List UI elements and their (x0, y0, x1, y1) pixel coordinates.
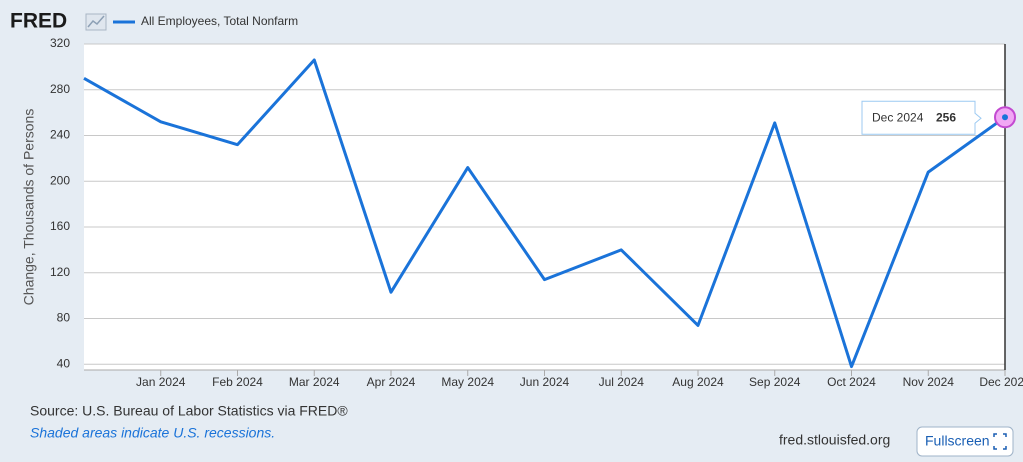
x-tick-label: Nov 2024 (903, 375, 955, 389)
source: Source: U.S. Bureau of Labor Statistics … (30, 403, 348, 419)
note: Shaded areas indicate U.S. recessions. (30, 425, 275, 441)
x-tick-label: Oct 2024 (827, 375, 876, 389)
line (83, 58, 1006, 369)
y-tick-label: 160 (50, 219, 70, 233)
plot-area (84, 44, 1005, 370)
x-tick-label: Sep 2024 (749, 375, 801, 389)
x-tick-label: Apr 2024 (367, 375, 416, 389)
logo: FRED (10, 10, 67, 33)
site-link[interactable]: fred.stlouisfed.org (779, 432, 890, 448)
y-tick-label: 40 (57, 356, 71, 370)
tooltip-value: 256 (936, 110, 956, 124)
x-tick-label: Mar 2024 (289, 375, 340, 389)
tooltip-label: Dec 2024 (872, 110, 924, 124)
y-tick-label: 80 (57, 311, 71, 325)
tooltip-box (861, 100, 982, 135)
y-tick-label: 320 (50, 36, 70, 50)
legend-label: All Employees, Total Nonfarm (141, 14, 298, 28)
fullscreen-button[interactable]: Fullscreen (916, 426, 1014, 457)
y-tick-label: 240 (50, 128, 70, 142)
y-axis-label: Change, Thousands of Persons (21, 109, 37, 306)
x-tick-label: Feb 2024 (212, 375, 263, 389)
x-tick-label: Jul 2024 (599, 375, 645, 389)
y-tick-label: 200 (50, 173, 70, 187)
logo-icon (85, 13, 107, 31)
x-tick-label: May 2024 (441, 375, 494, 389)
fullscreen-label[interactable]: Fullscreen (925, 433, 990, 449)
x-tick-label: Aug 2024 (672, 375, 724, 389)
x-tick-label: Jun 2024 (520, 375, 570, 389)
y-tick-label: 120 (50, 265, 70, 279)
x-tick-label: Jan 2024 (136, 375, 186, 389)
x-tick-label: Dec 2024 (979, 375, 1023, 389)
y-tick-label: 280 (50, 82, 70, 96)
point (1002, 114, 1008, 121)
